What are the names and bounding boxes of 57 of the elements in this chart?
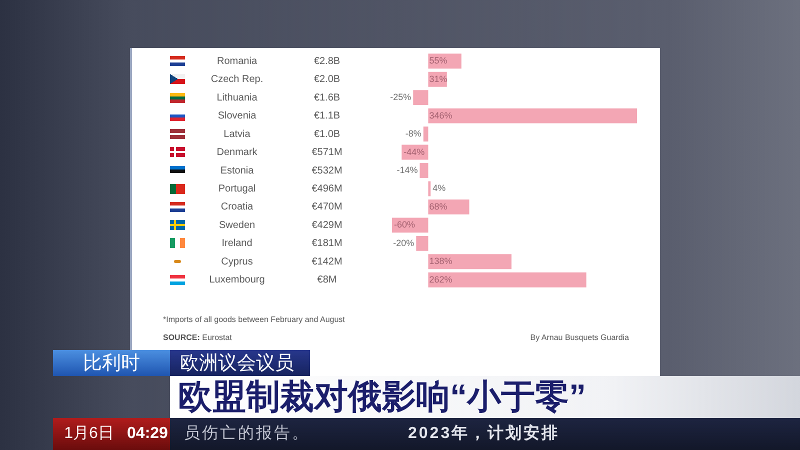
data-label: -44% <box>404 146 425 157</box>
text: €571M <box>312 147 342 158</box>
text: €429M <box>312 220 342 231</box>
bar <box>413 90 428 106</box>
y-tick-label: Croatia <box>220 202 254 213</box>
text: €142M <box>312 256 342 268</box>
text: €1.1B <box>314 110 340 122</box>
y-tick-label: Cyprus <box>221 256 253 268</box>
text: By Arnau Busquets Guardia <box>530 333 629 342</box>
text: €2.8B <box>314 56 340 67</box>
data-label: 68% <box>429 201 448 212</box>
data-label: -20% <box>393 238 414 248</box>
text: €8M <box>317 274 337 286</box>
data-label: -60% <box>394 220 416 230</box>
text: 比利时 <box>83 352 140 374</box>
y-tick-label: Lithuania <box>216 92 258 104</box>
bar <box>420 163 428 178</box>
data-label: 4% <box>432 183 446 194</box>
bar <box>416 236 428 251</box>
data-label: -25% <box>390 92 412 102</box>
text: €181M <box>312 238 342 250</box>
text: €1.6B <box>314 92 340 104</box>
text: €2.0B <box>314 74 340 86</box>
text: 04:29 <box>127 425 168 442</box>
text: €532M <box>312 165 342 176</box>
text: 员伤亡的报告。 <box>184 425 310 442</box>
y-tick-label: Romania <box>216 56 258 67</box>
data-label: 55% <box>429 56 448 66</box>
bar <box>428 108 637 124</box>
text: *Imports of all goods between February and August <box>163 315 345 324</box>
y-tick-label: Denmark <box>216 147 258 158</box>
bar <box>423 126 428 142</box>
y-tick-label: Slovenia <box>218 110 257 122</box>
bar <box>428 272 586 288</box>
y-tick-label: Sweden <box>218 220 256 231</box>
text: €470M <box>312 202 342 213</box>
data-label: -14% <box>396 164 418 175</box>
data-label: 262% <box>429 274 452 284</box>
y-tick-label: Portugal <box>218 183 256 194</box>
y-tick-label: Latvia <box>224 128 251 140</box>
text: €1.0B <box>314 128 340 140</box>
y-tick-label: Estonia <box>220 165 254 176</box>
data-label: 31% <box>429 74 448 84</box>
y-tick-label: Czech Rep. <box>210 74 264 86</box>
source-note: SOURCE: Eurostat <box>163 333 232 342</box>
text: 欧盟制裁对俄影响“小于零” <box>178 378 586 416</box>
data-label: 346% <box>429 110 452 120</box>
text: 1月6日 <box>64 425 114 442</box>
text: 欧洲议会议员 <box>180 352 294 374</box>
data-label: 138% <box>429 256 452 266</box>
y-tick-label: Ireland <box>222 238 252 250</box>
bar <box>428 181 431 196</box>
bar <box>428 254 512 270</box>
y-tick-label: Luxembourg <box>209 274 265 286</box>
text: 2023年，计划安排 <box>408 425 560 442</box>
text: €496M <box>312 183 342 194</box>
data-label: -8% <box>405 128 422 139</box>
